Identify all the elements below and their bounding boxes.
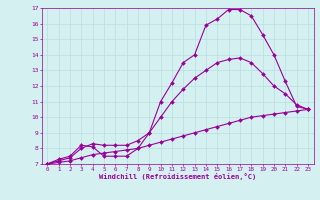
X-axis label: Windchill (Refroidissement éolien,°C): Windchill (Refroidissement éolien,°C) (99, 173, 256, 180)
